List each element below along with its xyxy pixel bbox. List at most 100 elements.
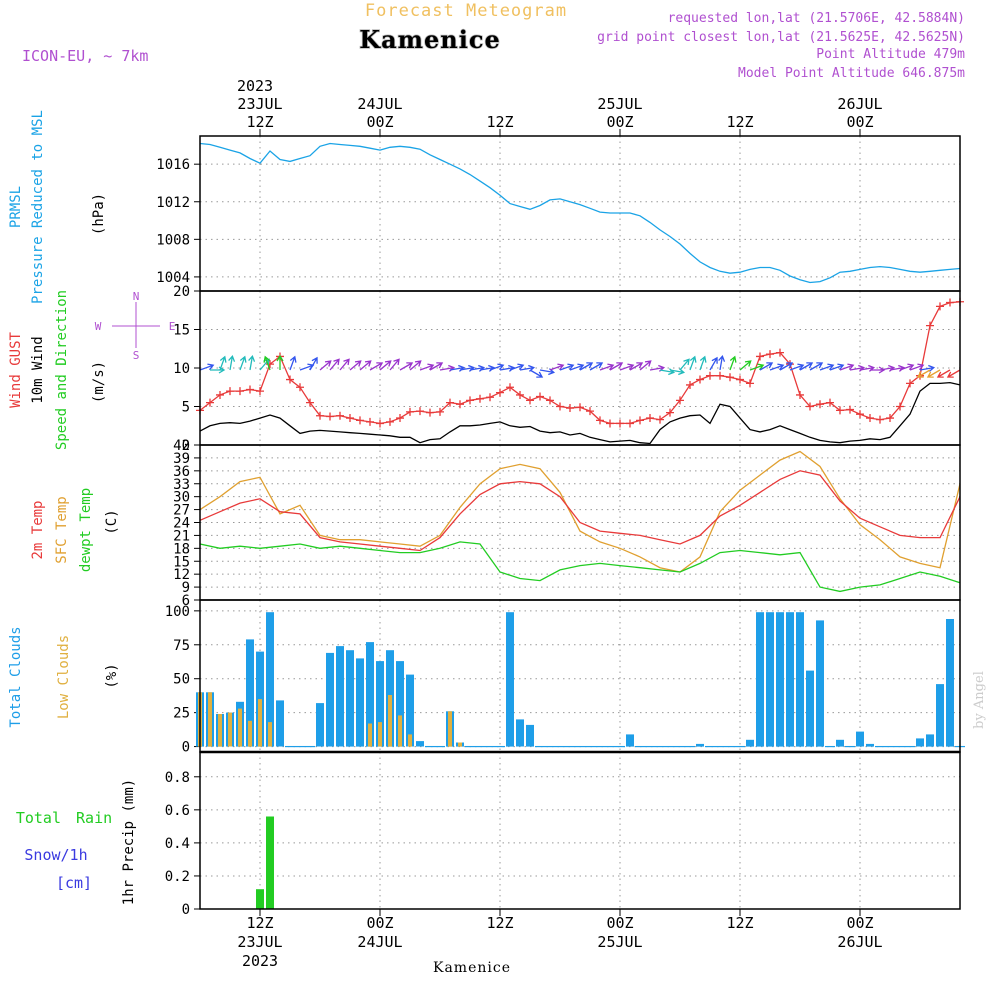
total-cloud-bar xyxy=(336,646,344,747)
gust-point xyxy=(366,417,374,426)
wind-arrow xyxy=(718,354,726,371)
total-cloud-bar xyxy=(936,684,944,747)
gust-point xyxy=(606,419,614,428)
wind-arrow xyxy=(789,363,805,371)
gust-point xyxy=(666,408,674,417)
gust-point xyxy=(746,379,754,388)
total-cloud-bar xyxy=(506,612,514,747)
temp-ytick-label: 42 xyxy=(173,438,190,454)
wind-arrow xyxy=(489,363,505,371)
cloud-label-1: Total Clouds xyxy=(8,626,24,727)
total-cloud-bar xyxy=(916,738,924,747)
wind-arrow xyxy=(329,358,340,371)
gust-point xyxy=(796,390,804,399)
wind-arrow xyxy=(709,356,718,371)
gust-point xyxy=(696,375,704,384)
temp-label-1: 2m Temp xyxy=(30,500,46,559)
t2m-line xyxy=(199,470,961,552)
wind-arrow xyxy=(729,355,737,371)
total-cloud-bar xyxy=(526,724,534,747)
temp-ytick-label: 33 xyxy=(173,477,190,493)
gust-point xyxy=(236,387,244,396)
wind-arrow xyxy=(379,360,392,371)
wind-arrow xyxy=(749,363,765,371)
top-year: 2023 xyxy=(237,77,273,95)
wind-arrow xyxy=(919,364,936,372)
wind-arrow xyxy=(799,362,814,371)
gust-point xyxy=(306,398,314,407)
gust-point xyxy=(386,417,394,426)
bottom-hour-label: 12Z xyxy=(246,914,273,932)
clouds-ytick-label: 100 xyxy=(165,604,190,620)
bottom-year-label: 2023 xyxy=(242,952,278,970)
wind-arrow xyxy=(239,355,247,371)
gust-point xyxy=(416,407,424,416)
total-cloud-bar xyxy=(266,612,274,747)
wind-arrow xyxy=(779,362,794,371)
gust-point xyxy=(336,411,344,420)
gust-point xyxy=(576,403,584,412)
time-axis: 23JUL12Z12Z23JUL202324JUL00Z00Z24JUL12Z1… xyxy=(237,95,882,970)
bottom-hour-label: 12Z xyxy=(486,914,513,932)
precip-label-cm: [cm] xyxy=(56,874,92,892)
wind-arrow xyxy=(899,363,915,371)
total-cloud-bar xyxy=(836,739,844,747)
temp-ytick-label: 39 xyxy=(173,451,190,467)
top-date-label: 25JUL xyxy=(597,95,642,113)
low-cloud-bar xyxy=(378,722,382,747)
gust-point xyxy=(626,419,634,428)
wind-arrow xyxy=(339,358,350,371)
total-cloud-bar xyxy=(276,700,284,747)
total-cloud-bar xyxy=(856,731,864,747)
rain-bar xyxy=(256,889,264,909)
wind-arrow xyxy=(359,360,372,371)
total-cloud-bar xyxy=(396,661,404,747)
wind-arrow xyxy=(276,354,284,370)
location-title: Kamenice xyxy=(359,25,501,54)
low-cloud-bar xyxy=(228,712,232,747)
gust-point xyxy=(926,321,934,330)
gust-point xyxy=(516,390,524,399)
compass-north: N xyxy=(133,290,140,303)
temp-ytick-label: 18 xyxy=(173,541,190,557)
low-cloud-bar xyxy=(408,734,412,747)
compass-south: S xyxy=(133,349,140,362)
total-cloud-bar xyxy=(756,612,764,747)
low-cloud-bar xyxy=(248,720,252,747)
gust-point xyxy=(456,400,464,409)
gust-point xyxy=(706,371,714,380)
total-cloud-bar xyxy=(326,652,334,747)
gust-point xyxy=(946,298,954,307)
gust-point xyxy=(486,393,494,402)
bottom-hour-label: 00Z xyxy=(606,914,633,932)
precip-label-rain: Total Rain xyxy=(16,809,112,827)
total-cloud-bar xyxy=(626,734,634,747)
temp-ytick-label: 9 xyxy=(182,580,190,596)
temp-ytick-label: 6 xyxy=(182,593,190,609)
top-hour-label: 00Z xyxy=(606,113,633,131)
wind-labels: Wind GUST 10m Wind Speed and Direction (… xyxy=(8,290,175,450)
wind-ytick-label: 15 xyxy=(173,323,190,339)
temp-label-3: dewpt Temp xyxy=(78,488,94,572)
cloud-bars xyxy=(196,612,965,748)
low-cloud-bar xyxy=(368,723,372,747)
cloud-unit: (%) xyxy=(104,663,120,688)
gust-point xyxy=(396,414,404,423)
gust-point xyxy=(436,407,444,416)
wind-arrow xyxy=(809,362,824,371)
wind-arrow xyxy=(579,362,594,371)
precip-grid: 0 0.2 0.4 0.6 0.8 xyxy=(165,752,960,918)
total-cloud-bar xyxy=(816,620,824,747)
total-cloud-bar xyxy=(796,612,804,747)
gust-point xyxy=(256,387,264,396)
gust-markers xyxy=(196,297,964,428)
wind-arrow xyxy=(509,363,525,371)
plot-layer: 1004100810121016051015206912151821242730… xyxy=(156,95,965,970)
temp-ytick-label: 36 xyxy=(173,464,190,480)
total-cloud-bar xyxy=(786,612,794,747)
gust-point xyxy=(546,396,554,405)
wind-arrow xyxy=(609,362,624,371)
compass-rose: N S W E xyxy=(95,290,176,362)
wind-ytick-label: 10 xyxy=(173,361,190,377)
